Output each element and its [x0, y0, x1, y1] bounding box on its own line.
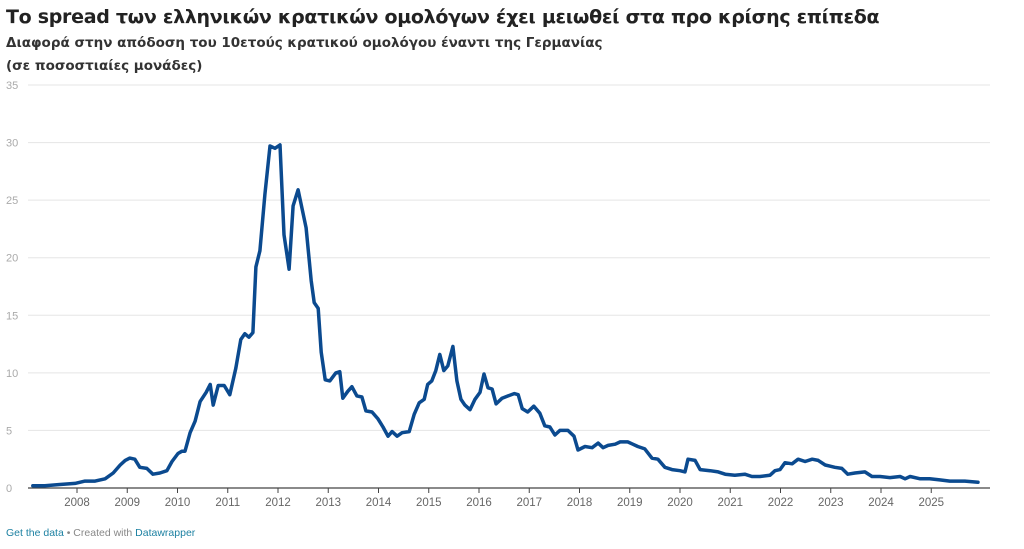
x-tick-label: 2020 [667, 497, 693, 509]
x-tick-label: 2021 [717, 497, 743, 509]
y-tick-label: 20 [6, 253, 18, 265]
x-tick-label: 2022 [768, 497, 794, 509]
y-tick-label: 35 [6, 80, 18, 92]
x-tick-label: 2011 [215, 497, 240, 509]
y-tick-label: 30 [6, 138, 18, 150]
x-tick-label: 2008 [64, 497, 90, 509]
x-tick-label: 2015 [416, 497, 442, 509]
x-tick-label: 2012 [265, 497, 291, 509]
x-tick-label: 2019 [617, 497, 643, 509]
footer-credit: • Created with [63, 527, 136, 539]
get-the-data-link[interactable]: Get the data [6, 527, 64, 539]
x-tick-label: 2018 [567, 497, 593, 509]
x-tick-label: 2023 [818, 497, 844, 509]
x-tick-label: 2017 [516, 497, 542, 509]
x-tick-label: 2025 [918, 497, 944, 509]
x-tick-label: 2016 [466, 497, 492, 509]
x-tick-label: 2024 [868, 497, 894, 509]
y-tick-label: 5 [6, 425, 12, 437]
footer: Get the data • Created with Datawrapper [6, 527, 195, 539]
x-tick-label: 2013 [315, 497, 341, 509]
spread-line [31, 143, 980, 488]
chart-title: Το spread των ελληνικών κρατικών ομολόγω… [6, 6, 880, 28]
datawrapper-link[interactable]: Datawrapper [135, 527, 196, 539]
x-tick-label: 2010 [165, 497, 191, 509]
y-tick-label: 0 [6, 483, 12, 495]
chart-subtitle-units: (σε ποσοστιαίες μονάδες) [6, 58, 203, 74]
chart-subtitle: Διαφορά στην απόδοση του 10ετούς κρατικο… [6, 35, 603, 51]
y-tick-label: 15 [6, 310, 18, 322]
x-tick-label: 2009 [114, 497, 140, 509]
y-tick-label: 25 [6, 195, 18, 207]
y-tick-label: 10 [6, 368, 18, 380]
x-tick-label: 2014 [366, 497, 392, 509]
